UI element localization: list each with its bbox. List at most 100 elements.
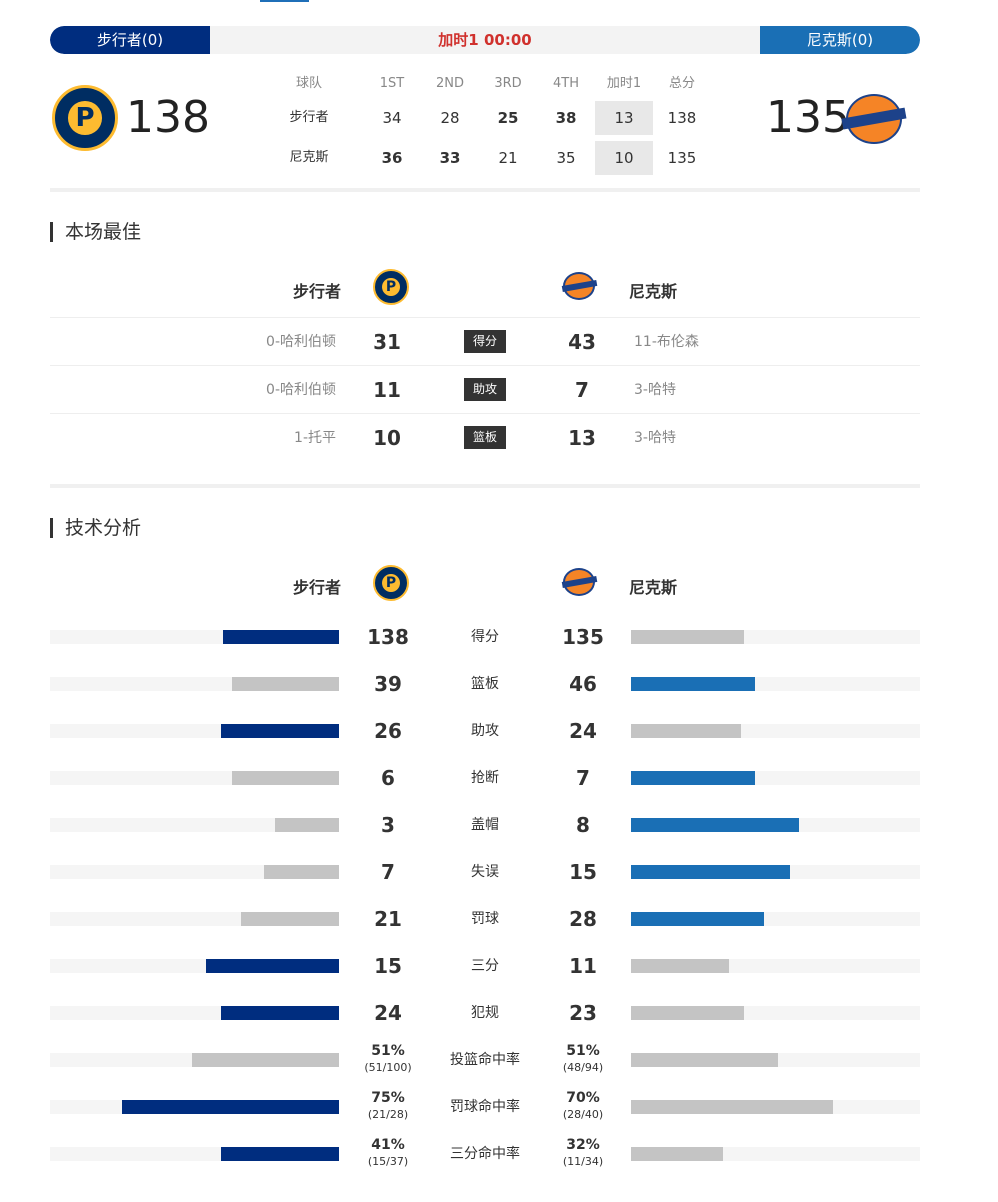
- away-team-label[interactable]: 尼克斯(0): [760, 26, 920, 54]
- home-stat-track: [50, 959, 339, 973]
- home-pct-block: 41% (15/37): [356, 1136, 420, 1170]
- stat-label: 抢断: [471, 770, 499, 786]
- home-best-player[interactable]: 1-托平: [294, 430, 336, 446]
- quarter-header-row: 球队 1ST 2ND 3RD 4TH 加时1 总分: [280, 70, 700, 104]
- home-stat-track: [50, 630, 339, 644]
- home-stat-bar: [206, 959, 339, 973]
- home-pct-block: 75% (21/28): [356, 1089, 420, 1123]
- away-stat-track: [631, 959, 920, 973]
- home-pct-value: 41%: [371, 1137, 405, 1153]
- stats-away-team-name: 尼克斯: [629, 578, 678, 597]
- away-stat-value: 7: [576, 766, 590, 790]
- pacers-logo-icon: [373, 269, 409, 305]
- home-best-player[interactable]: 0-哈利伯顿: [266, 382, 336, 398]
- away-stat-bar: [631, 724, 741, 738]
- away-stat-value: 11: [569, 954, 597, 978]
- home-stat-track: [50, 1100, 339, 1114]
- home-stat-bar: [122, 1100, 339, 1114]
- home-stat-track: [50, 865, 339, 879]
- stat-pct-row: 75% (21/28) 罚球命中率 70% (28/40): [50, 1084, 920, 1131]
- stats-section-title: 技术分析: [50, 518, 141, 538]
- away-stat-bar: [631, 771, 755, 785]
- away-best-player[interactable]: 11-布伦森: [634, 334, 699, 350]
- home-stat-track: [50, 912, 339, 926]
- quarter-header: 2ND: [435, 76, 464, 91]
- home-stat-track: [50, 724, 339, 738]
- quarter-score: 138: [667, 109, 697, 127]
- quarter-score: 38: [555, 109, 577, 127]
- best-away-team-name: 尼克斯: [629, 282, 678, 301]
- away-pct-value: 32%: [566, 1137, 600, 1153]
- stat-label: 三分命中率: [450, 1146, 520, 1162]
- best-category-badge: 得分: [464, 330, 506, 353]
- stat-row: 6 抢断 7: [50, 755, 920, 802]
- stat-row: 39 篮板 46: [50, 661, 920, 708]
- away-pct-detail: (48/94): [562, 1061, 604, 1074]
- quarter-team-name: 步行者: [289, 110, 329, 125]
- home-stat-value: 15: [374, 954, 402, 978]
- home-stat-value: 138: [367, 625, 409, 649]
- game-status-bar: 步行者(0) 加时1 00:00 尼克斯(0): [50, 26, 920, 54]
- quarter-header: 3RD: [494, 76, 522, 91]
- stat-label: 篮板: [471, 676, 499, 692]
- home-stat-bar: [192, 1053, 339, 1067]
- home-stat-bar: [221, 724, 339, 738]
- quarter-row-away: 尼克斯 36 33 21 35 10 135: [280, 141, 700, 175]
- quarter-score: 34: [382, 109, 402, 127]
- home-pct-detail: (21/28): [367, 1108, 409, 1121]
- home-stat-value: 21: [374, 907, 402, 931]
- best-category-badge: 助攻: [464, 378, 506, 401]
- home-stat-bar: [223, 630, 339, 644]
- stat-label: 罚球命中率: [450, 1099, 520, 1115]
- home-stat-track: [50, 818, 339, 832]
- stat-pct-row: 41% (15/37) 三分命中率 32% (11/34): [50, 1131, 920, 1178]
- away-stat-track: [631, 912, 920, 926]
- away-pct-block: 51% (48/94): [551, 1042, 615, 1076]
- knicks-logo-icon[interactable]: [846, 94, 902, 144]
- pacers-logo-icon[interactable]: [52, 85, 118, 151]
- away-pct-block: 32% (11/34): [551, 1136, 615, 1170]
- pacers-logo-icon: [373, 565, 409, 601]
- away-stat-bar: [631, 1100, 833, 1114]
- away-best-player[interactable]: 3-哈特: [634, 430, 676, 446]
- quarter-header: 总分: [668, 76, 695, 91]
- home-stat-bar: [241, 912, 339, 926]
- away-score: 135: [766, 92, 850, 143]
- away-stat-bar: [631, 1147, 723, 1161]
- away-best-value: 13: [568, 426, 596, 450]
- home-pct-value: 51%: [371, 1043, 405, 1059]
- stat-label: 三分: [471, 958, 499, 974]
- away-pct-detail: (28/40): [562, 1108, 604, 1121]
- quarter-score: 135: [667, 149, 697, 167]
- stat-row: 7 失误 15: [50, 849, 920, 896]
- home-best-value: 31: [373, 330, 401, 354]
- knicks-logo-icon: [563, 272, 595, 300]
- home-stat-bar: [232, 677, 339, 691]
- stat-row: 3 盖帽 8: [50, 802, 920, 849]
- stat-label: 罚球: [471, 911, 499, 927]
- best-section-title: 本场最佳: [50, 222, 141, 242]
- quarter-header: 加时1: [606, 76, 642, 91]
- away-stat-bar: [631, 912, 764, 926]
- away-pct-value: 70%: [566, 1090, 600, 1106]
- away-stat-track: [631, 630, 920, 644]
- best-player-row: 1-托平 10 篮板 13 3-哈特: [50, 413, 920, 461]
- stat-row: 24 犯规 23: [50, 990, 920, 1037]
- away-best-value: 7: [575, 378, 589, 402]
- home-team-label[interactable]: 步行者(0): [50, 26, 210, 54]
- home-pct-detail: (15/37): [367, 1155, 409, 1168]
- away-best-player[interactable]: 3-哈特: [634, 382, 676, 398]
- away-stat-bar: [631, 818, 799, 832]
- home-stat-value: 3: [381, 813, 395, 837]
- away-pct-block: 70% (28/40): [551, 1089, 615, 1123]
- home-best-player[interactable]: 0-哈利伯顿: [266, 334, 336, 350]
- home-stat-value: 39: [374, 672, 402, 696]
- away-stat-value: 15: [569, 860, 597, 884]
- section-divider: [50, 188, 920, 192]
- away-stat-value: 46: [569, 672, 597, 696]
- best-home-team-name: 步行者: [292, 282, 341, 301]
- home-stat-track: [50, 1006, 339, 1020]
- away-pct-value: 51%: [566, 1043, 600, 1059]
- home-stat-value: 7: [381, 860, 395, 884]
- home-stat-track: [50, 771, 339, 785]
